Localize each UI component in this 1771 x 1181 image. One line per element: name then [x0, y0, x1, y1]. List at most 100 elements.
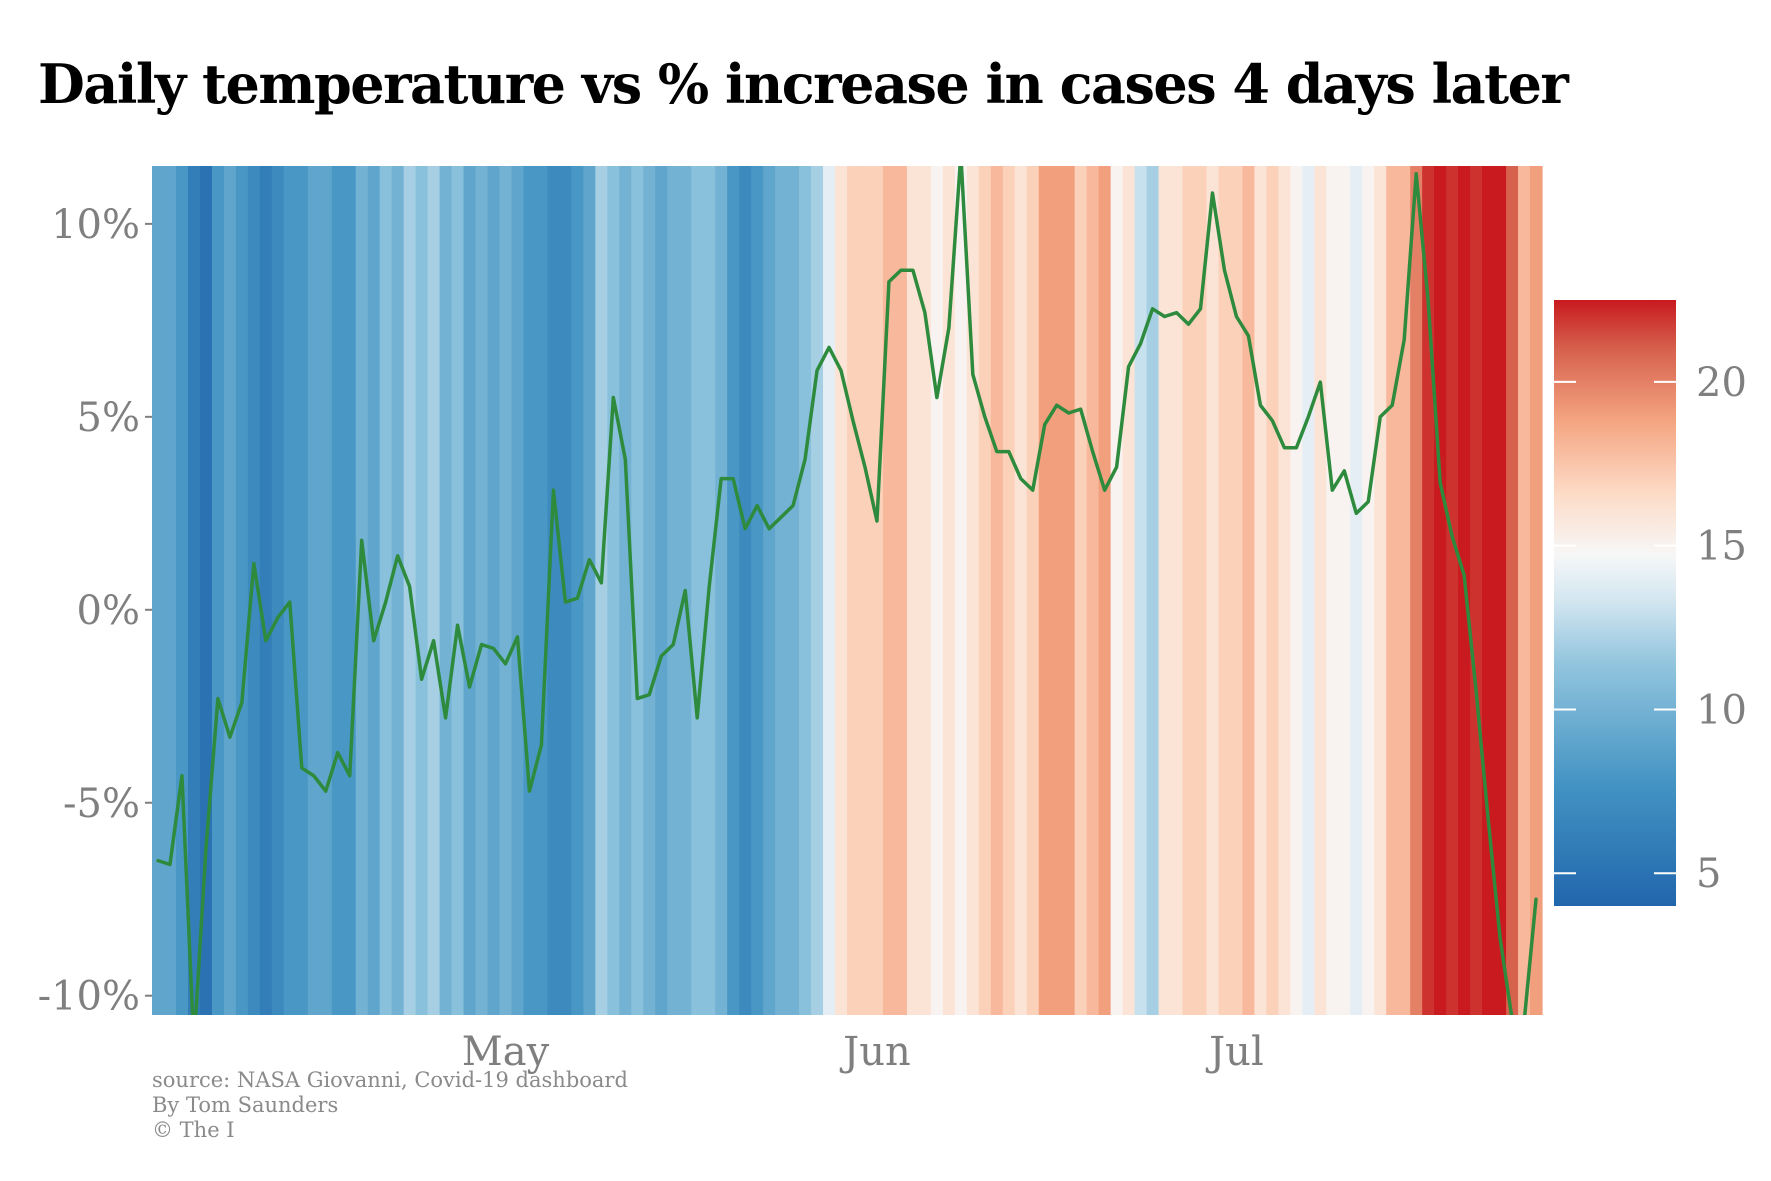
- temperature-stripe: [547, 166, 561, 1015]
- temperature-stripe: [894, 166, 908, 1015]
- temperature-stripe: [1398, 166, 1411, 1015]
- temperature-stripe: [511, 166, 525, 1015]
- temperature-stripe: [966, 166, 980, 1015]
- temperature-stripe: [211, 166, 225, 1015]
- temperature-stripe: [1014, 166, 1028, 1015]
- temperature-stripe: [427, 166, 441, 1015]
- temperature-stripe: [379, 166, 393, 1015]
- temperature-stripe: [942, 166, 956, 1015]
- temperature-stripe: [1002, 166, 1016, 1015]
- temperature-stripe: [319, 166, 333, 1015]
- temperature-stripe: [187, 166, 201, 1015]
- temperature-stripe: [619, 166, 632, 1015]
- source-line: source: NASA Giovanni, Covid-19 dashboar…: [152, 1068, 628, 1092]
- source-credits: source: NASA Giovanni, Covid-19 dashboar…: [152, 1068, 628, 1143]
- temperature-stripe: [631, 166, 644, 1015]
- temperature-stripe: [163, 166, 177, 1015]
- temperature-stripe: [331, 166, 345, 1015]
- temperature-stripe: [847, 166, 860, 1015]
- temperature-stripe: [595, 166, 608, 1015]
- temperature-stripe: [343, 166, 357, 1015]
- temperature-stripe: [1362, 166, 1375, 1015]
- temperature-stripe: [811, 166, 824, 1015]
- temperature-stripe: [870, 166, 884, 1015]
- temperature-stripe: [235, 166, 249, 1015]
- temperature-stripe: [355, 166, 369, 1015]
- temperature-stripe: [715, 166, 728, 1015]
- temperature-stripe: [535, 166, 549, 1015]
- temperature-stripe: [1278, 166, 1291, 1015]
- temperature-stripe: [295, 166, 309, 1015]
- temperature-stripe: [1074, 166, 1088, 1015]
- temperature-stripe: [499, 166, 513, 1015]
- y-tick-label: -10%: [38, 974, 140, 1020]
- copyright-line: © The I: [152, 1118, 235, 1142]
- temperature-stripe: [1410, 166, 1423, 1015]
- temperature-stripe: [367, 166, 381, 1015]
- temperature-stripes: [152, 166, 1543, 1015]
- chart-title: Daily temperature vs % increase in cases…: [38, 52, 1569, 116]
- temperature-stripe: [835, 166, 848, 1015]
- temperature-stripe: [199, 166, 213, 1015]
- temperature-stripe: [1230, 166, 1244, 1015]
- temperature-stripe: [1470, 166, 1483, 1015]
- temperature-stripe: [1302, 166, 1315, 1015]
- temperature-stripe: [667, 166, 680, 1015]
- temperature-stripe: [1314, 166, 1327, 1015]
- temperature-stripe: [1530, 166, 1543, 1015]
- temperature-stripe: [906, 166, 920, 1015]
- line-layer: [156, 166, 1538, 1015]
- temperature-stripe: [1098, 166, 1112, 1015]
- temperature-stripe: [487, 166, 501, 1015]
- colorbar-tick-label: 15: [1696, 524, 1747, 570]
- temperature-stripe: [283, 166, 297, 1015]
- temperature-stripe: [1206, 166, 1220, 1015]
- temperature-stripe: [271, 166, 285, 1015]
- temperature-stripe: [1434, 166, 1447, 1015]
- temperature-stripe: [152, 166, 165, 1015]
- temperature-stripe: [858, 166, 872, 1015]
- colorbar-ticks: 20 15 10 5: [1554, 360, 1747, 897]
- y-tick-label: 10%: [51, 202, 140, 248]
- temperature-stripe: [1170, 166, 1184, 1015]
- temperature-stripe: [583, 166, 596, 1015]
- temperature-stripe: [415, 166, 429, 1015]
- temperature-stripe: [259, 166, 273, 1015]
- x-axis: May Jun Jul: [462, 1029, 1264, 1075]
- temperature-stripe: [1218, 166, 1232, 1015]
- temperature-stripe: [1326, 166, 1339, 1015]
- temperature-stripe: [247, 166, 261, 1015]
- temperature-stripe: [787, 166, 800, 1015]
- temperature-stripe: [1146, 166, 1160, 1015]
- y-tick-label: 5%: [77, 395, 140, 441]
- temperature-stripe: [751, 166, 764, 1015]
- temperature-stripe: [1266, 166, 1279, 1015]
- x-tick-label: May: [462, 1029, 550, 1075]
- temperature-stripe: [882, 166, 896, 1015]
- temperature-stripe: [1290, 166, 1303, 1015]
- temperature-stripe: [1338, 166, 1351, 1015]
- temperature-stripe: [451, 166, 465, 1015]
- temperature-stripe: [1122, 166, 1136, 1015]
- temperature-stripe: [775, 166, 788, 1015]
- temperature-stripe: [1050, 166, 1064, 1015]
- temperature-stripe: [1494, 166, 1507, 1015]
- y-axis: 10% 5% 0% -5% -10%: [38, 202, 152, 1020]
- temperature-stripe: [223, 166, 237, 1015]
- temperature-stripe: [1110, 166, 1124, 1015]
- temperature-stripe: [1242, 166, 1256, 1015]
- temperature-stripe: [1086, 166, 1100, 1015]
- temperature-stripe: [1506, 166, 1519, 1015]
- temperature-stripe: [1194, 166, 1208, 1015]
- colorbar-tick-label: 20: [1696, 360, 1747, 406]
- temperature-stripe: [1374, 166, 1387, 1015]
- colorbar-gradient: [1554, 300, 1676, 906]
- temperature-stripe: [1350, 166, 1363, 1015]
- temperature-stripe: [727, 166, 740, 1015]
- y-tick-label: -5%: [63, 781, 140, 827]
- temperature-stripe: [475, 166, 489, 1015]
- temperature-stripe: [1038, 166, 1052, 1015]
- temperature-stripe: [643, 166, 656, 1015]
- x-tick-label: Jun: [839, 1029, 911, 1075]
